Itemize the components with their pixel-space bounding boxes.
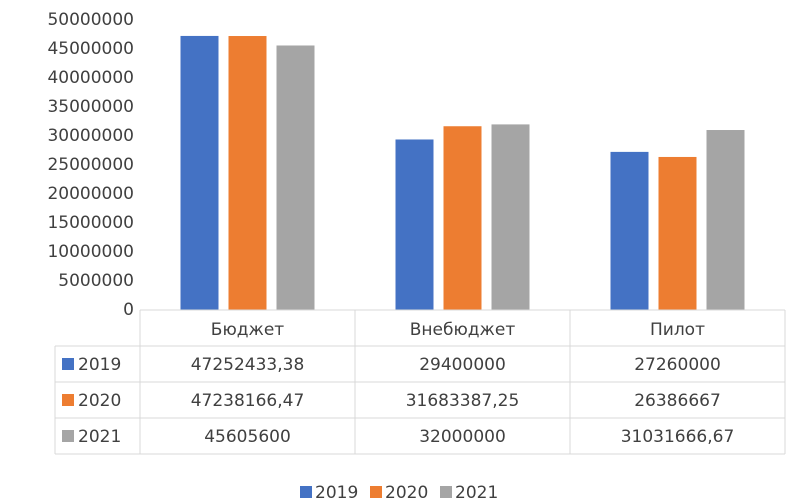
table-legend-key xyxy=(62,358,74,370)
y-tick-label: 20000000 xyxy=(47,184,134,204)
y-tick-label: 5000000 xyxy=(58,271,134,291)
bar xyxy=(228,36,267,310)
y-tick-label: 25000000 xyxy=(47,155,134,175)
x-tick-label: Внебюджет xyxy=(410,320,516,340)
table-value: 26386667 xyxy=(634,391,721,411)
table-series-name: 2019 xyxy=(78,355,121,375)
table-value: 31031666,67 xyxy=(621,427,735,447)
y-tick-label: 50000000 xyxy=(47,10,134,30)
y-tick-label: 40000000 xyxy=(47,68,134,88)
y-tick-label: 0 xyxy=(123,300,134,320)
bar xyxy=(443,126,482,310)
table-value: 47238166,47 xyxy=(191,391,305,411)
table-value: 29400000 xyxy=(419,355,506,375)
x-tick-label: Бюджет xyxy=(211,320,285,340)
y-tick-label: 30000000 xyxy=(47,126,134,146)
legend-key xyxy=(370,486,382,498)
table-value: 31683387,25 xyxy=(406,391,520,411)
table-series-name: 2020 xyxy=(78,391,121,411)
legend-label: 2019 xyxy=(315,483,358,503)
bar xyxy=(658,156,697,310)
bar xyxy=(610,151,649,310)
x-tick-label: Пилот xyxy=(650,320,705,340)
bar xyxy=(706,130,745,310)
legend-label: 2021 xyxy=(455,483,498,503)
y-tick-label: 35000000 xyxy=(47,97,134,117)
table-value: 32000000 xyxy=(419,427,506,447)
bar xyxy=(180,35,219,311)
table-legend-key xyxy=(62,430,74,442)
legend-label: 2020 xyxy=(385,483,428,503)
y-tick-label: 10000000 xyxy=(47,242,134,262)
bar xyxy=(395,139,434,310)
bar xyxy=(276,45,315,310)
table-value: 45605600 xyxy=(204,427,291,447)
legend-key xyxy=(300,486,312,498)
y-tick-label: 15000000 xyxy=(47,213,134,233)
bar xyxy=(491,124,530,311)
y-tick-label: 45000000 xyxy=(47,39,134,59)
table-legend-key xyxy=(62,394,74,406)
legend-key xyxy=(440,486,452,498)
table-value: 27260000 xyxy=(634,355,721,375)
table-series-name: 2021 xyxy=(78,427,121,447)
table-value: 47252433,38 xyxy=(191,355,305,375)
